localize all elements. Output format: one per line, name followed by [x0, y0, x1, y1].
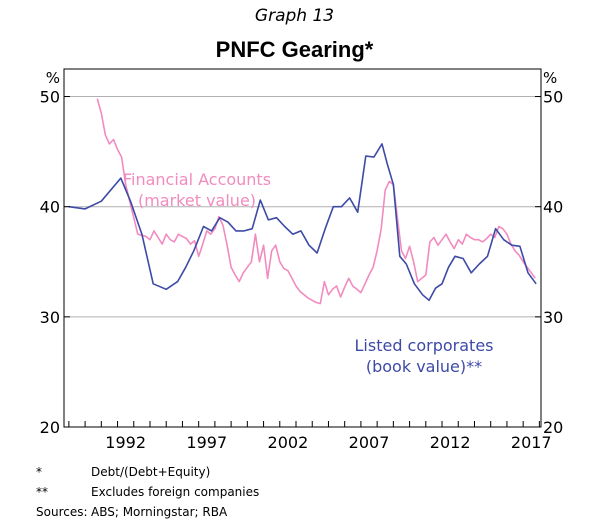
axis-labels: 20 20 30 30 40 40 50 50% % 1992 1997 2002 2007 2012 20… [40, 69, 564, 452]
series-line-2 [68, 143, 537, 302]
ytick-label-right-20: 20 [543, 418, 563, 437]
xtick-label-1997: 1997 [186, 433, 227, 452]
y-unit-left: % [46, 69, 60, 87]
annotation-2-line-1: Listed corporates [355, 336, 494, 355]
ytick-label-right-40: 40 [543, 198, 563, 217]
series-annotations: Financial Accounts (market value) Listed c… [123, 170, 494, 376]
sources-label: Sources: [36, 505, 88, 519]
footnote-1-text: Debt/(Debt+Equity) [91, 465, 211, 479]
ytick-label-right-30: 30 [543, 308, 563, 327]
footnote-1-symbol: * [36, 465, 42, 479]
annotation-1-line-1: Financial Accounts [123, 170, 271, 189]
footnote-2: ** Excludes foreign companies [36, 482, 259, 502]
xtick-label-2017: 2017 [511, 433, 552, 452]
ytick-label-left-30: 30 [40, 308, 60, 327]
xtick-label-1992: 1992 [105, 433, 146, 452]
xtick-label-2012: 2012 [430, 433, 471, 452]
chart: 20 20 30 30 40 40 50 50% % 1992 1997 2002 2007 2012 20… [40, 68, 564, 452]
footnote-2-symbol: ** [36, 485, 48, 499]
sources-line: Sources: ABS; Morningstar; RBA [36, 502, 259, 522]
ytick-label-left-50: 50 [40, 88, 60, 107]
graph-label: Graph 13 [254, 6, 335, 26]
footnote-2-text: Excludes foreign companies [91, 485, 260, 499]
ytick-label-left-20: 20 [40, 418, 60, 437]
xtick-label-2007: 2007 [349, 433, 390, 452]
annotation-1-line-2: (market value) [138, 191, 256, 210]
ytick-label-right-50: 50 [543, 88, 563, 107]
gridlines [64, 96, 541, 318]
chart-title: PNFC Gearing* [215, 37, 374, 62]
footnotes: * Debt/(Debt+Equity) ** Excludes foreign… [36, 462, 259, 522]
series-line-1 [96, 98, 536, 305]
xtick-label-2002: 2002 [268, 433, 309, 452]
footnote-1: * Debt/(Debt+Equity) [36, 462, 259, 482]
sources-text: ABS; Morningstar; RBA [91, 505, 228, 519]
y-unit-right: % [543, 69, 557, 87]
axis-ticks [64, 96, 541, 428]
series-lines [68, 98, 537, 305]
annotation-2-line-2: (book value)** [366, 357, 482, 376]
plot-frame [63, 68, 542, 428]
ytick-label-left-40: 40 [40, 198, 60, 217]
